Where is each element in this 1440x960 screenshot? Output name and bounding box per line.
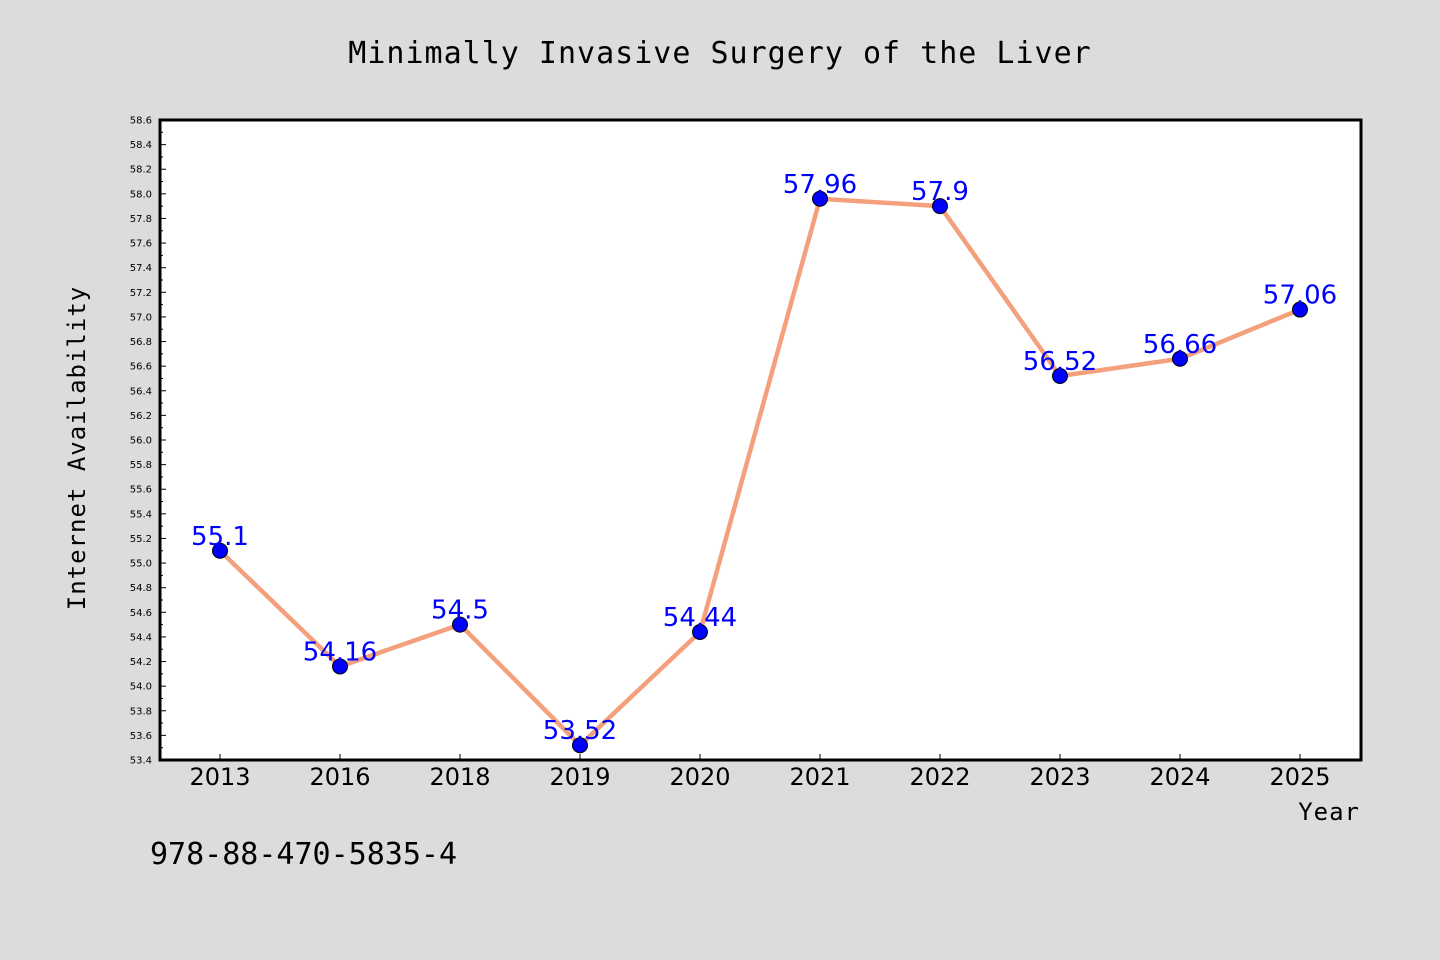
y-tick-label: 56.6	[130, 362, 152, 373]
data-label: 57.9	[911, 177, 969, 207]
data-point	[692, 624, 708, 640]
data-label: 56.52	[1023, 347, 1097, 377]
y-tick-label: 56.4	[130, 386, 152, 397]
series-line	[217, 196, 1303, 748]
y-tick-label: 58.4	[130, 140, 152, 151]
data-point	[812, 190, 828, 207]
x-tick-label: 2019	[549, 763, 610, 791]
y-tick-label: 53.6	[130, 731, 152, 742]
data-label: 54.16	[303, 637, 377, 667]
y-tick-label: 54.2	[130, 657, 152, 668]
y-axis-label: Internet Availability	[63, 286, 91, 610]
y-tick-label: 58.0	[130, 189, 152, 200]
data-label: 57.06	[1263, 281, 1337, 311]
y-tick-label: 57.6	[130, 239, 152, 250]
data-label: 53.52	[543, 716, 617, 746]
x-tick-label: 2021	[789, 763, 850, 791]
y-tick-label: 55.2	[130, 534, 152, 545]
y-tick-label: 54.8	[130, 583, 152, 594]
series-layer: 55.1 54.16 54.5 53.52 54.44 57.96 57.9 56.52 56.…	[191, 170, 1337, 754]
y-tick-label: 56.0	[130, 436, 152, 447]
y-tick-label: 57.8	[130, 214, 152, 225]
y-axis: 53.4 53.6 53.8 54.0 54.2 54.4 54.6 54.8 55.0 55.2…	[130, 116, 166, 767]
y-tick-label: 57.0	[130, 312, 152, 323]
y-tick-label: 53.4	[130, 756, 152, 767]
y-tick-label: 55.6	[130, 485, 152, 496]
x-tick-label: 2024	[1149, 763, 1210, 791]
data-point	[212, 542, 228, 559]
data-point	[932, 198, 948, 215]
footnote: 978-88-470-5835-4	[150, 837, 457, 872]
data-point	[572, 737, 588, 754]
x-tick-label: 2018	[429, 763, 490, 791]
x-tick-label: 2023	[1029, 763, 1090, 791]
data-label: 55.1	[191, 522, 249, 552]
y-tick-label: 54.0	[130, 682, 152, 693]
plot-area	[158, 118, 1363, 762]
x-axis-label: Year	[1298, 798, 1360, 826]
y-tick-label: 55.8	[130, 460, 152, 471]
y-tick-label: 55.4	[130, 509, 152, 520]
y-tick-label: 58.6	[130, 116, 152, 127]
data-label: 54.5	[431, 596, 489, 626]
y-tick-label: 56.8	[130, 337, 152, 348]
y-tick-label: 54.4	[130, 632, 152, 643]
data-label: 56.66	[1143, 330, 1217, 360]
y-tick-label: 54.6	[130, 608, 152, 619]
data-point	[1292, 301, 1308, 318]
y-tick-label: 53.8	[130, 706, 152, 717]
x-tick-label: 2022	[909, 763, 970, 791]
x-tick-label: 2020	[669, 763, 730, 791]
y-tick-label: 55.0	[130, 559, 152, 570]
y-tick-label: 56.2	[130, 411, 152, 422]
data-point	[452, 616, 468, 633]
data-point	[1172, 350, 1188, 367]
data-label: 57.96	[783, 170, 857, 200]
data-point	[332, 658, 348, 675]
x-tick-label: 2013	[189, 763, 250, 791]
y-tick-label: 57.4	[130, 263, 152, 274]
chart-title: Minimally Invasive Surgery of the Liver	[348, 36, 1091, 71]
x-tick-label: 2025	[1269, 763, 1330, 791]
data-label: 54.44	[663, 603, 737, 633]
y-tick-label: 57.2	[130, 288, 152, 299]
x-axis: 2013 2016 2018 2019 2020 2021 2022 2023 2024 2025	[189, 754, 1331, 791]
y-tick-label: 58.2	[130, 165, 152, 176]
data-point	[1052, 368, 1068, 384]
x-tick-label: 2016	[309, 763, 370, 791]
